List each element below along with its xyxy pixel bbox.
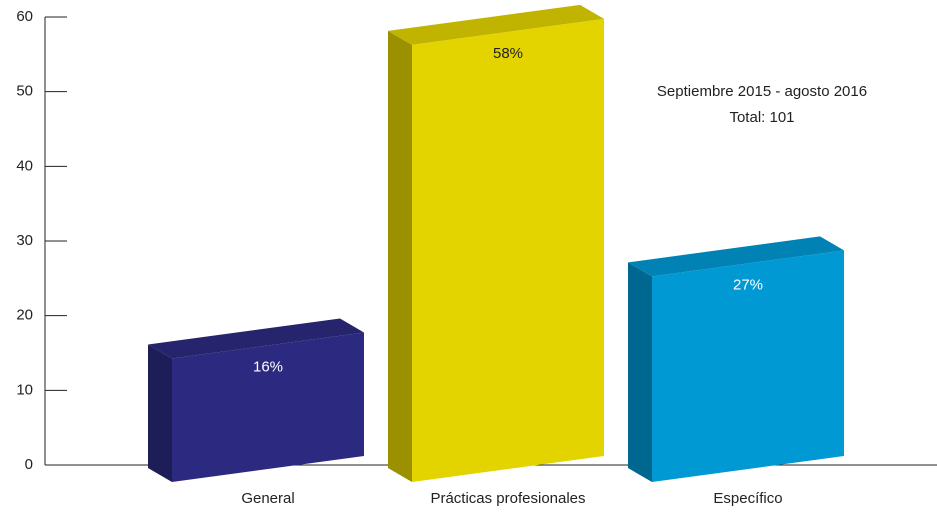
y-tick-label: 20 <box>16 307 33 324</box>
bar-side <box>148 344 172 482</box>
bar-top <box>148 318 364 359</box>
annotation: Total: 101 <box>729 109 794 126</box>
bar-top <box>388 4 604 45</box>
data-label: 27% <box>733 276 763 293</box>
x-tick-label: General <box>241 490 294 507</box>
bar <box>412 18 604 482</box>
annotation: Septiembre 2015 - agosto 2016 <box>657 83 867 100</box>
bar <box>652 250 844 482</box>
bar-side <box>388 30 412 482</box>
y-tick-label: 30 <box>16 232 33 249</box>
x-tick-label: Prácticas profesionales <box>430 490 585 507</box>
y-tick-label: 40 <box>16 157 33 174</box>
data-label: 58% <box>493 45 523 62</box>
y-tick-label: 0 <box>25 456 33 473</box>
bar-side <box>628 262 652 482</box>
y-tick-label: 60 <box>16 8 33 25</box>
bar-top <box>628 236 844 277</box>
x-tick-label: Específico <box>713 490 782 507</box>
data-label: 16% <box>253 359 283 376</box>
bar <box>172 332 364 482</box>
y-tick-label: 50 <box>16 83 33 100</box>
y-tick-label: 10 <box>16 381 33 398</box>
